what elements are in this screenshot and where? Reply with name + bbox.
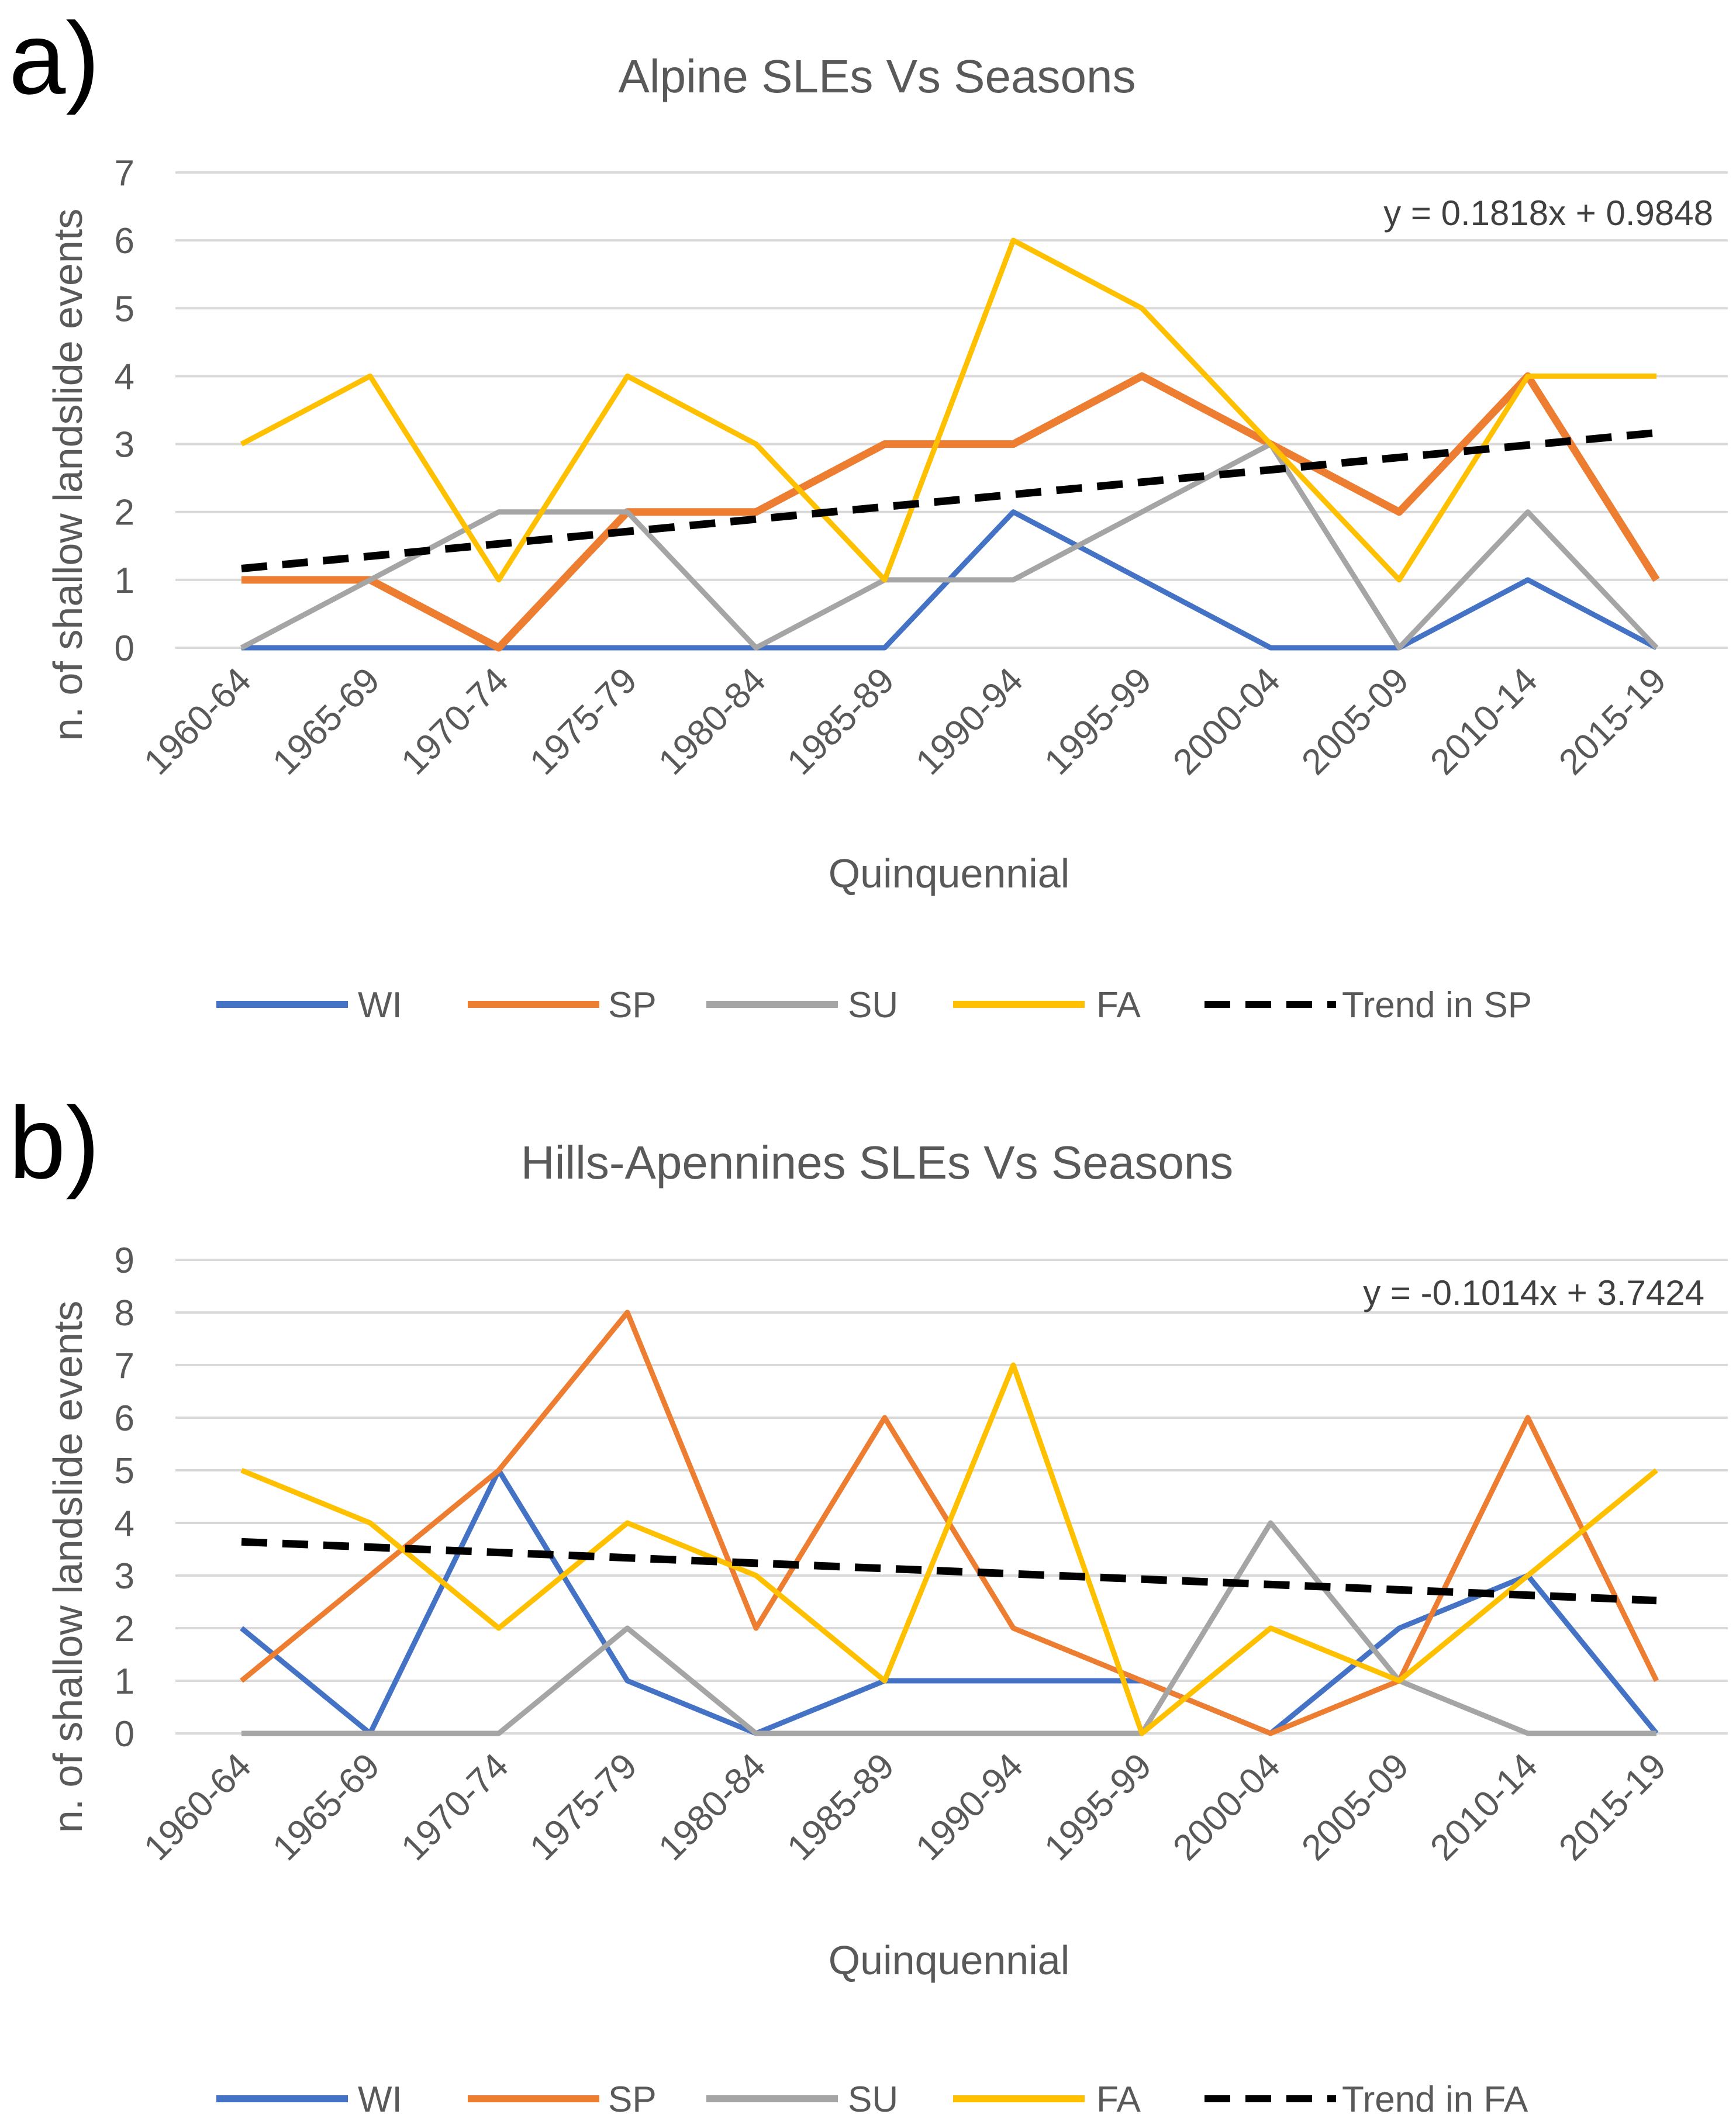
series-line-su: [240, 441, 1659, 651]
legend-label-wi: WI: [358, 985, 402, 1025]
x-tick-label: 1995-99: [1037, 1746, 1159, 1868]
y-tick-label: 7: [115, 153, 134, 194]
y-tick-label: 6: [115, 1398, 134, 1439]
x-tick-label: 2000-04: [1165, 660, 1288, 783]
x-tick-label: 1975-79: [522, 1746, 645, 1868]
y-axis-label: n. of shallow landslide events: [45, 209, 91, 741]
x-tick-label: 1980-84: [651, 1746, 774, 1868]
x-tick-label: 1960-64: [136, 1746, 259, 1868]
x-tick-label: 1960-64: [136, 660, 259, 783]
x-tick-label: 1985-89: [779, 1746, 902, 1868]
panel-label: a): [9, 2, 100, 116]
trend-equation: y = -0.1014x + 3.7424: [1363, 1273, 1704, 1312]
x-tick-label: 2000-04: [1165, 1746, 1288, 1868]
y-tick-label: 3: [115, 425, 134, 465]
x-tick-label: 2005-09: [1294, 1746, 1417, 1868]
series-lines: [240, 237, 1660, 652]
x-tick-label: 2015-19: [1551, 1746, 1674, 1868]
legend-label-sp: SP: [608, 2079, 657, 2120]
x-tick-label: 1990-94: [908, 660, 1031, 783]
y-tick-labels: 0 1 2 3 4 5 6 7 8 9: [115, 1241, 134, 1754]
x-tick-label: 2015-19: [1551, 660, 1674, 783]
x-tick-label: 1970-74: [394, 1746, 516, 1868]
y-tick-label: 2: [115, 493, 134, 533]
legend-label-trend-in-sp: Trend in SP: [1342, 985, 1532, 1025]
x-tick-label: 1965-69: [265, 660, 388, 783]
x-axis-label: Quinquennial: [829, 1937, 1070, 1983]
series-line-su: [241, 1520, 1656, 1736]
series-lines: [240, 1310, 1659, 1736]
x-tick-label: 1990-94: [908, 1746, 1031, 1868]
series-line-sp: [241, 372, 1660, 652]
y-tick-label: 8: [115, 1293, 134, 1334]
y-tick-label: 0: [115, 1714, 134, 1754]
x-tick-label: 2010-14: [1423, 1746, 1545, 1868]
x-tick-label: 1965-69: [265, 1746, 388, 1868]
x-tick-label: 2010-14: [1423, 660, 1545, 783]
trend-line: [241, 1538, 1657, 1605]
y-axis-label: n. of shallow landslide events: [45, 1301, 91, 1833]
chart-panel-b: b) Hills-Apennines SLEs Vs Seasons 0 1 2 3 4…: [9, 1086, 1728, 2120]
legend-label-wi: WI: [358, 2079, 402, 2120]
y-tick-label: 9: [115, 1241, 134, 1281]
chart-title: Alpine SLEs Vs Seasons: [619, 50, 1136, 102]
gridlines: [175, 1259, 1728, 1735]
y-tick-label: 0: [115, 628, 134, 669]
x-tick-label: 1970-74: [394, 660, 516, 783]
y-tick-label: 6: [115, 221, 134, 261]
y-tick-labels: 0 1 2 3 4 5 6 7: [115, 153, 134, 669]
y-tick-label: 5: [115, 289, 134, 329]
y-tick-label: 1: [115, 1661, 134, 1702]
trend-equation: y = 0.1818x + 0.9848: [1383, 194, 1713, 233]
trendline: [241, 1538, 1657, 1605]
y-tick-label: 2: [115, 1609, 134, 1649]
series-line-wi: [240, 1467, 1659, 1736]
legend-label-sp: SP: [608, 985, 657, 1025]
y-tick-label: 1: [115, 561, 134, 601]
legend-label-fa: FA: [1096, 985, 1141, 1025]
y-tick-label: 4: [115, 1504, 134, 1544]
legend-label-fa: FA: [1096, 2079, 1141, 2120]
legend-label-trend-in-fa: Trend in FA: [1342, 2079, 1528, 2120]
legend: WI SP SU FA Trend in FA: [216, 2079, 1528, 2120]
x-axis-label: Quinquennial: [829, 851, 1070, 896]
series-line-fa: [240, 1362, 1658, 1736]
y-tick-label: 5: [115, 1451, 134, 1491]
x-tick-label: 1985-89: [779, 660, 902, 783]
chart-panel-a: a) Alpine SLEs Vs Seasons 0 1 2 3 4 5 6 7 1960-…: [9, 2, 1728, 1025]
x-tick-labels: 1960-64 1965-69 1970-74 1975-79 1980-84 1985-…: [136, 1746, 1674, 1868]
trendline: [241, 429, 1657, 572]
trend-line: [241, 429, 1657, 572]
x-tick-label: 2005-09: [1294, 660, 1417, 783]
chart-title: Hills-Apennines SLEs Vs Seasons: [521, 1136, 1233, 1189]
x-tick-label: 1975-79: [522, 660, 645, 783]
gridlines: [175, 171, 1728, 649]
series-line-fa: [240, 237, 1656, 583]
panel-label: b): [9, 1086, 100, 1200]
x-tick-label: 1995-99: [1037, 660, 1159, 783]
legend: WI SP SU FA Trend in SP: [216, 985, 1532, 1025]
legend-label-su: SU: [848, 2079, 898, 2120]
x-tick-labels: 1960-64 1965-69 1970-74 1975-79 1980-84 1985-…: [136, 660, 1674, 783]
legend-label-su: SU: [848, 985, 898, 1025]
y-tick-label: 7: [115, 1346, 134, 1386]
y-tick-label: 4: [115, 357, 134, 397]
x-tick-label: 1980-84: [651, 660, 774, 783]
y-tick-label: 3: [115, 1556, 134, 1597]
